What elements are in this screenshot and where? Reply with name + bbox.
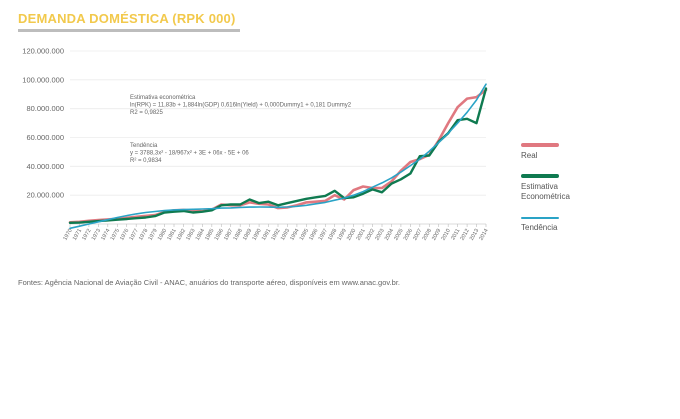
x-tick-label: 1996 [308, 228, 319, 242]
x-tick-label: 2010 [441, 228, 452, 242]
legend-item-real: Real [521, 143, 631, 161]
x-tick-label: 1984 [195, 228, 206, 242]
x-tick-label: 2003 [374, 228, 385, 242]
x-tick-label: 2007 [412, 228, 423, 242]
y-tick-label: 40.000.000 [26, 162, 64, 171]
y-tick-label: 20.000.000 [26, 191, 64, 200]
y-tick-label: 80.000.000 [26, 104, 64, 113]
x-tick-label: 1974 [100, 228, 111, 242]
x-tick-label: 1992 [270, 228, 281, 242]
x-tick-label: 1995 [299, 228, 310, 242]
annotation-line: y = 3788,3x² - 18/967x² + 3E + 06x - 5E … [130, 151, 249, 157]
annotation-line: Tendência [130, 143, 158, 149]
legend-label-estimativa: Estimativa Econométrica [521, 182, 570, 201]
x-tick-label: 2001 [356, 228, 367, 242]
x-tick-label: 1986 [214, 228, 225, 242]
x-tick-label: 1989 [242, 228, 253, 242]
x-tick-label: 1973 [91, 228, 102, 242]
x-tick-label: 1971 [72, 228, 83, 242]
x-tick-label: 1998 [327, 228, 338, 242]
y-tick-label: 120.000.000 [22, 47, 64, 56]
x-tick-label: 1987 [223, 228, 234, 242]
x-tick-label: 2014 [478, 228, 489, 242]
x-tick-label: 1994 [289, 228, 300, 242]
annotation-line: R² = 0,9834 [130, 158, 162, 164]
x-tick-label: 2013 [469, 228, 480, 242]
x-tick-label: 2009 [431, 228, 442, 242]
y-tick-label: 100.000.000 [22, 75, 64, 84]
annotation-line: ln(RPK) = 11,83b + 1,884ln(GDP) 0,616ln(… [130, 103, 352, 109]
x-tick-label: 2006 [403, 228, 414, 242]
series-line [69, 83, 487, 230]
source-note: Fontes: Agência Nacional de Aviação Civi… [18, 278, 401, 287]
x-tick-label: 1970 [62, 228, 73, 242]
x-tick-label: 1999 [337, 228, 348, 242]
x-tick-label: 2002 [365, 228, 376, 242]
annotation-line: Estimativa econométrica [130, 95, 196, 101]
x-tick-label: 1975 [110, 228, 121, 242]
x-tick-label: 1979 [148, 228, 159, 242]
x-tick-label: 1990 [252, 228, 263, 242]
legend-swatch-estimativa [521, 174, 559, 178]
x-tick-label: 1988 [233, 228, 244, 242]
x-tick-label: 1985 [204, 228, 215, 242]
y-tick-label: 60.000.000 [26, 133, 64, 142]
x-tick-label: 1997 [318, 228, 329, 242]
x-tick-label: 1972 [81, 228, 92, 242]
x-tick-label: 2005 [393, 228, 404, 242]
x-tick-label: 2012 [460, 228, 471, 242]
legend-label-tendencia: Tendência [521, 223, 558, 232]
x-tick-label: 1991 [261, 228, 272, 242]
title-underline [18, 29, 240, 32]
legend-label-real: Real [521, 151, 538, 160]
x-tick-label: 1976 [119, 228, 130, 242]
x-tick-label: 2004 [384, 228, 395, 242]
x-tick-label: 1977 [129, 228, 140, 242]
x-tick-label: 1978 [138, 228, 149, 242]
legend-item-estimativa: Estimativa Econométrica [521, 174, 583, 202]
legend-swatch-tendencia [521, 217, 559, 219]
chart-title: DEMANDA DOMÉSTICA (RPK 000) [18, 11, 236, 26]
x-tick-label: 2000 [346, 228, 357, 242]
legend-swatch-real [521, 143, 559, 147]
x-tick-label: 2008 [422, 228, 433, 242]
x-tick-label: 1981 [166, 228, 177, 242]
x-tick-label: 2011 [450, 228, 461, 241]
legend-item-tendencia: Tendência [521, 217, 631, 233]
x-tick-label: 1980 [157, 228, 168, 242]
x-tick-label: 1982 [176, 228, 187, 242]
x-tick-label: 1993 [280, 228, 291, 242]
annotation-line: R2 = 0,9825 [130, 110, 164, 116]
x-tick-label: 1983 [185, 228, 196, 242]
